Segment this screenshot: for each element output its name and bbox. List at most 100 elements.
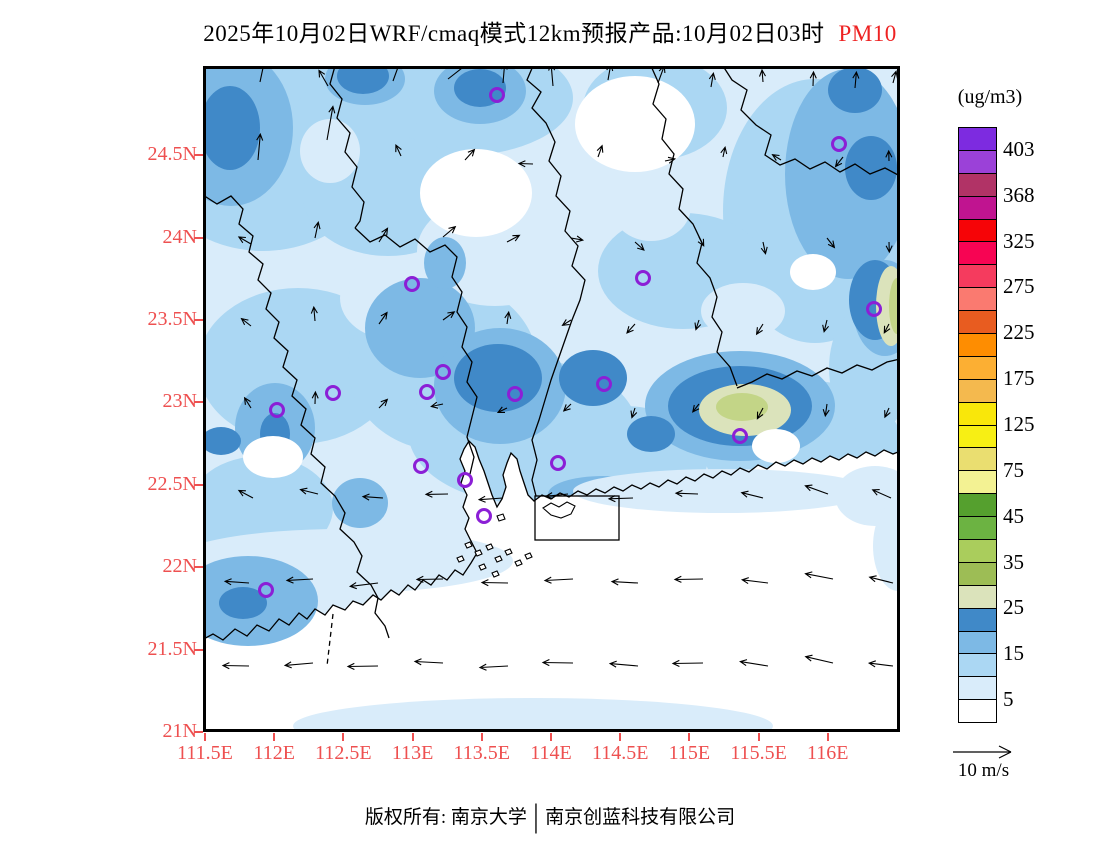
wind-arrow-icon [517, 160, 534, 168]
wind-arrow-icon [740, 577, 769, 585]
y-axis-tick [194, 319, 203, 321]
wind-arrow-icon [634, 241, 645, 251]
wind-arrow-icon [346, 662, 379, 670]
colorbar-segment [959, 448, 996, 472]
pollutant-label: PM10 [838, 21, 897, 46]
colorbar-tick-label: 275 [1003, 274, 1035, 299]
colorbar-tick-label: 125 [1003, 412, 1035, 436]
wind-arrow-icon [223, 578, 250, 586]
colorbar-segment [959, 219, 996, 243]
colorbar-tick-label: 225 [1003, 320, 1035, 345]
y-axis-tick-label: 21N [162, 720, 197, 742]
wind-arrow-icon [395, 143, 402, 157]
wind-arrow-icon [283, 661, 314, 669]
y-axis-tick-label: 23N [162, 390, 197, 413]
x-axis-tick [757, 733, 760, 741]
forecast-map [203, 66, 900, 732]
colorbar-segment [959, 379, 996, 403]
figure-title-main: 2025年10月02日WRF/cmaq模式12km预报产品:10月02日03时 [203, 21, 825, 46]
wind-arrow-icon [415, 575, 444, 583]
colorbar-segment [959, 311, 996, 335]
colorbar-segment [959, 128, 996, 151]
wind-arrow-icon [256, 132, 264, 161]
x-axis-tick [204, 733, 206, 741]
wind-arrow-icon [697, 236, 705, 247]
colorbar-segment [959, 631, 996, 655]
wind-arrow-icon [607, 495, 634, 503]
wind-arrow-icon [313, 221, 321, 239]
colorbar-segment [959, 288, 996, 312]
wind-arrow-icon [755, 323, 764, 336]
wind-arrow-icon [378, 227, 389, 243]
wind-arrow-icon [413, 658, 444, 666]
colorbar [958, 127, 997, 723]
colorbar-tick-label: 368 [1003, 182, 1035, 207]
wind-arrow-icon [804, 571, 834, 580]
wind-arrow-icon [570, 235, 585, 243]
wind-arrow-icon [243, 396, 252, 409]
city-marker-icon [269, 402, 285, 418]
colorbar-segment [959, 562, 996, 586]
wind-arrow-icon [694, 319, 702, 331]
wind-arrow-icon [740, 490, 764, 499]
figure-title: 2025年10月02日WRF/cmaq模式12km预报产品:10月02日03时 P… [0, 14, 1100, 48]
wind-arrow-icon [424, 490, 449, 498]
colorbar-segment [959, 402, 996, 426]
colorbar-segment [959, 196, 996, 220]
colorbar-segment [959, 608, 996, 632]
wind-arrow-icon [826, 237, 836, 249]
wind-arrow-icon [480, 579, 509, 587]
wind-arrow-icon [626, 323, 636, 334]
y-axis-tick-label: 24N [162, 225, 197, 248]
x-axis-tick-label: 111.5E [177, 742, 233, 764]
sea-area [203, 441, 900, 732]
city-marker-icon [325, 385, 341, 401]
y-axis-tick [194, 731, 203, 733]
wind-arrow-icon [237, 489, 254, 499]
wind-arrow-icon [822, 403, 830, 418]
wind-arrow-icon [299, 487, 319, 495]
colorbar-tick-label: 75 [1003, 457, 1024, 482]
wind-arrow-icon [311, 390, 319, 405]
colorbar-tick-label: 325 [1003, 228, 1035, 253]
wind-arrow-icon [326, 105, 336, 141]
colorbar-tick-label: 15 [1003, 641, 1024, 666]
wind-arrow-icon [868, 575, 894, 584]
city-marker-icon [831, 136, 847, 152]
city-marker-icon [457, 472, 473, 488]
x-axis-tick [688, 733, 691, 741]
wind-arrow-icon [596, 144, 604, 158]
x-axis-tick-label: 112.5E [315, 742, 372, 764]
city-marker-icon [866, 301, 882, 317]
wind-arrow-icon [804, 484, 829, 495]
wind-reference-label: 10 m/s [957, 760, 1010, 781]
x-axis-tick-label: 116E [807, 742, 849, 764]
colorbar-tick-label: 35 [1003, 549, 1024, 574]
wind-arrow-icon [543, 576, 574, 584]
y-axis-tick [194, 566, 203, 569]
x-axis-tick-label: 112E [253, 742, 295, 764]
colorbar-tick-label: 45 [1003, 503, 1024, 528]
city-marker-icon [258, 582, 274, 598]
city-marker-icon [507, 386, 523, 402]
y-axis-tick-label: 23.5N [147, 308, 197, 330]
map-plot-area [203, 66, 900, 732]
city-marker-icon [596, 376, 612, 392]
colorbar-segment [959, 540, 996, 563]
wind-arrow-icon [885, 241, 893, 254]
wind-arrow-icon [674, 489, 699, 497]
wind-arrow-icon [361, 493, 384, 501]
x-axis-tick-label: 113E [391, 742, 434, 764]
wind-arrow-icon [285, 576, 314, 584]
wind-arrow-icon [447, 66, 466, 80]
wind-arrow-icon [720, 145, 728, 158]
colorbar-segment [959, 494, 996, 518]
colorbar-tick-label: 5 [1003, 687, 1014, 712]
wind-arrow-icon [822, 319, 830, 333]
wind-arrow-icon [318, 69, 329, 87]
city-marker-icon [419, 384, 435, 400]
x-axis-tick [342, 733, 345, 741]
wind-arrow-layer [221, 66, 898, 671]
x-axis-tick [550, 733, 552, 741]
footer-separator: | [533, 799, 539, 835]
